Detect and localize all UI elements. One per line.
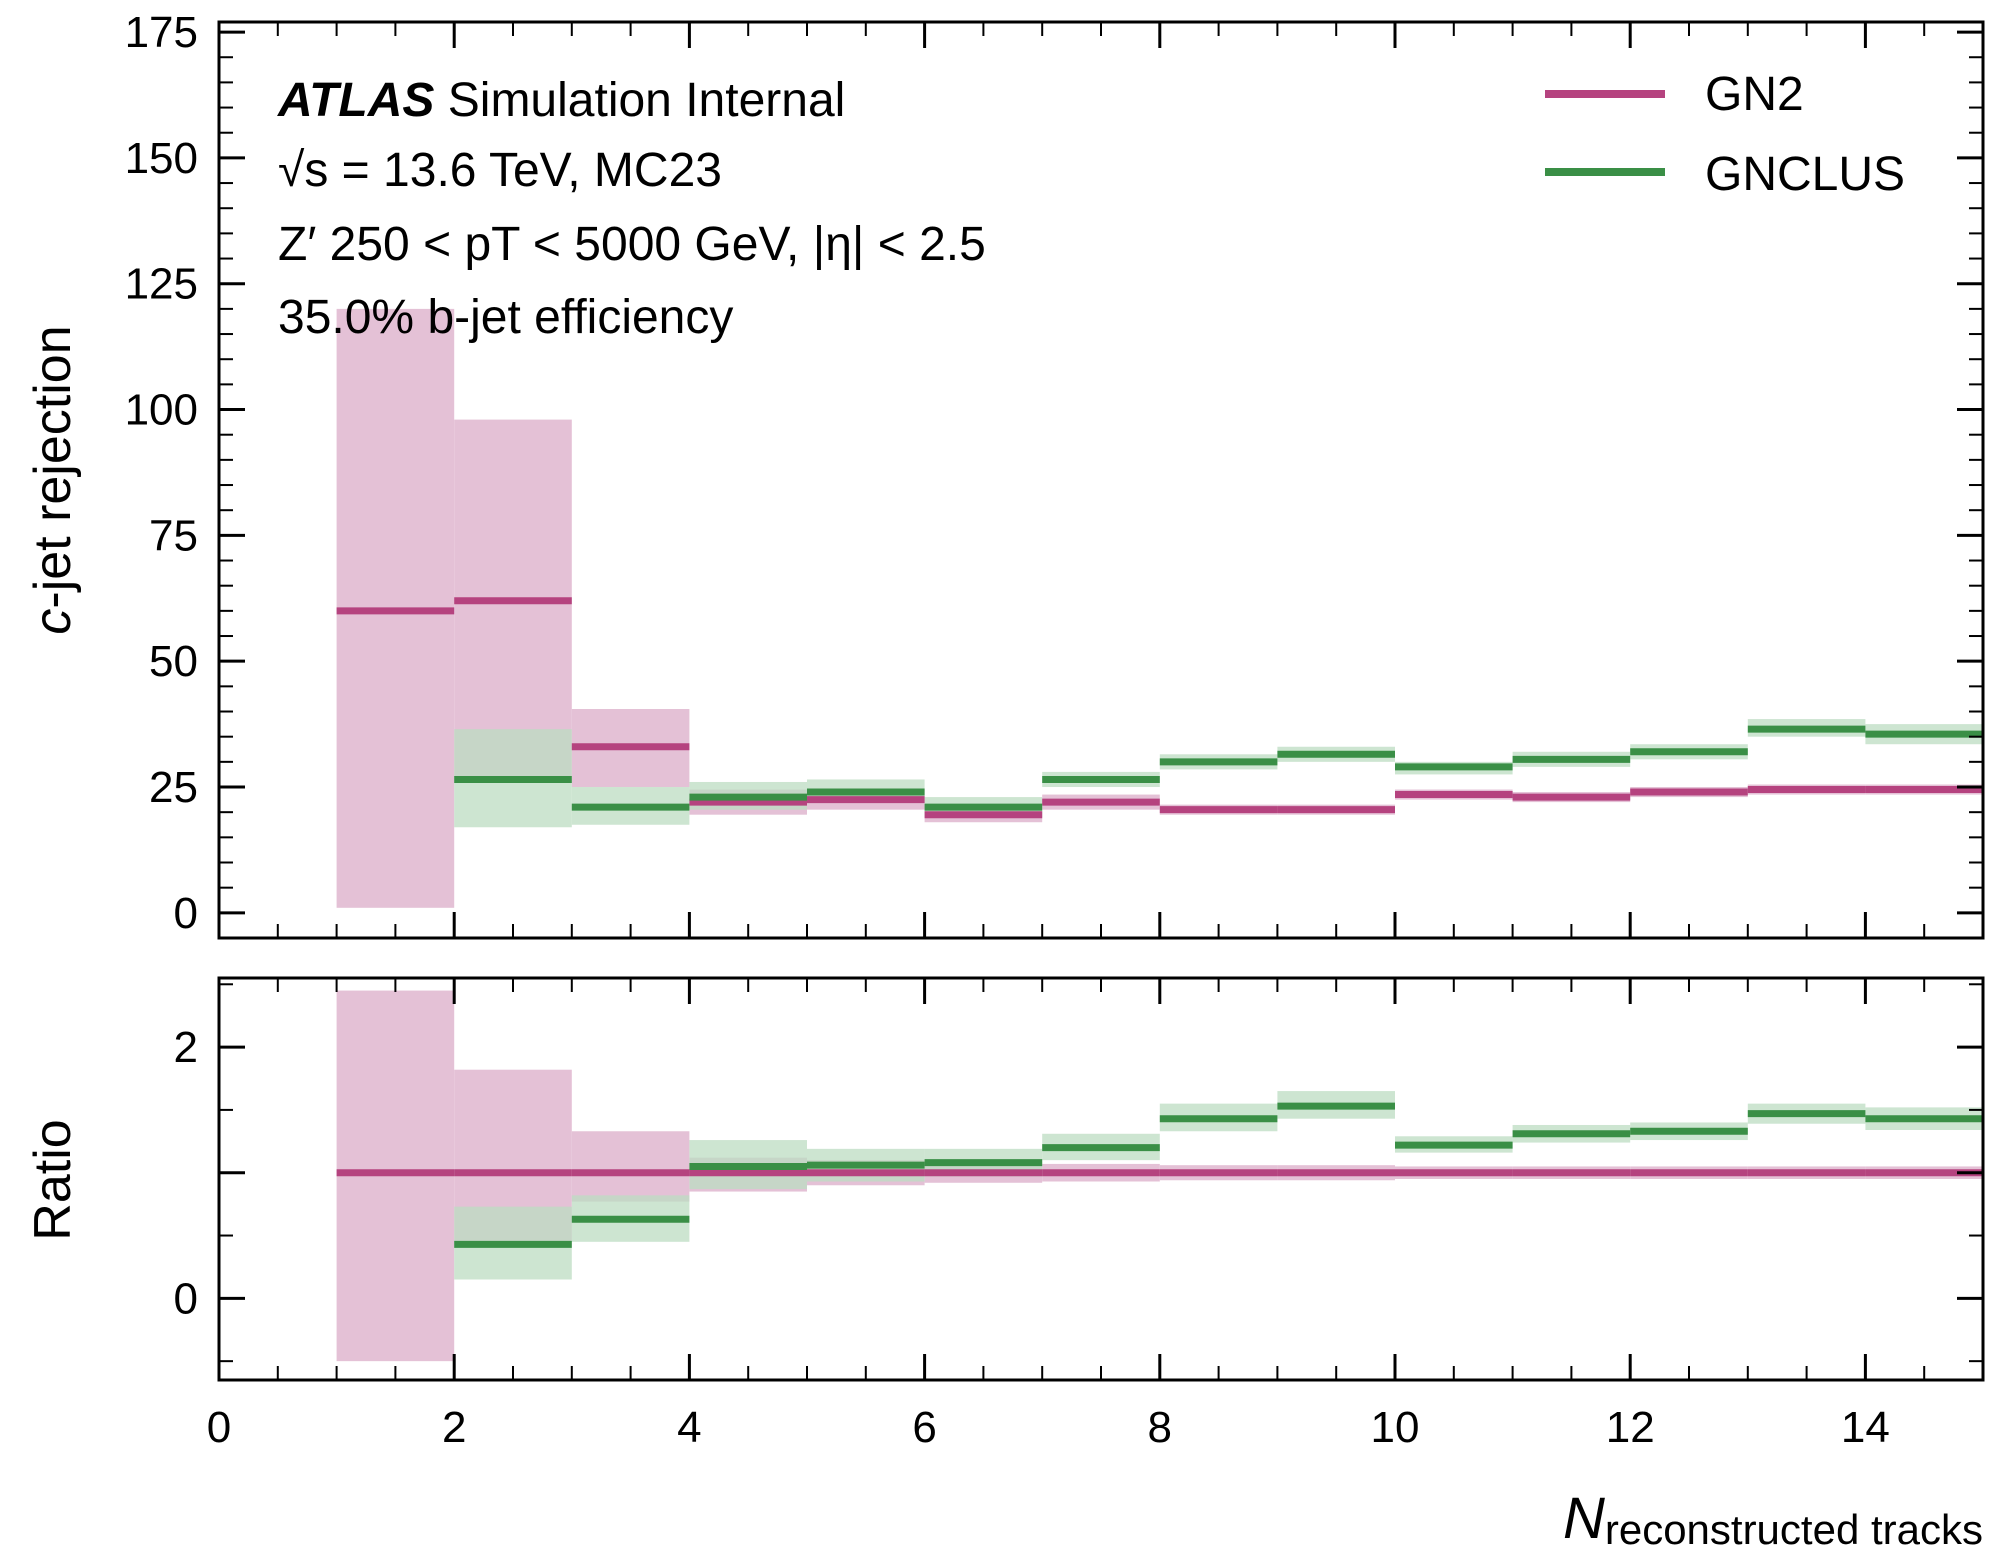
top-y-tick-label-100: 100: [125, 386, 198, 435]
ratio-panel-frame: [217, 976, 1985, 1382]
top-panel-bands: [336, 308, 1983, 908]
x-tick-label-6: 6: [912, 1403, 936, 1452]
x-tick-label-8: 8: [1148, 1403, 1172, 1452]
top-panel-frame: [217, 20, 1985, 940]
y-axis-title-rest: -jet rejection: [24, 325, 82, 608]
ratio-band-gn2-bin-3: [571, 1131, 690, 1202]
annotation-line-1: ATLAS Simulation Internal: [277, 74, 845, 127]
legend-label-gnclus: GNCLUS: [1705, 148, 1905, 201]
annotation-line-2: √s = 13.6 TeV, MC23: [278, 144, 722, 197]
top-y-tick-label-50: 50: [149, 637, 198, 686]
x-tick-label-10: 10: [1371, 1403, 1420, 1452]
atlas-label: ATLAS: [277, 74, 434, 127]
x-axis-title-main: N: [1563, 1486, 1605, 1551]
x-tick-label-0: 0: [207, 1403, 231, 1452]
x-tick-label-4: 4: [677, 1403, 701, 1452]
x-axis-title: Nreconstructed tracks: [1563, 1486, 1983, 1553]
axis-tick-labels: 0 2 4 6 8 10 12 14 0 25 50 75 100 125 150 175 0 2: [125, 8, 1890, 1452]
ratio-y-tick-label-2: 2: [174, 1023, 198, 1072]
x-axis-title-sub: reconstructed tracks: [1605, 1506, 1983, 1553]
top-y-tick-label-75: 75: [149, 511, 198, 560]
y-axis-title-italic: c: [24, 609, 82, 635]
x-tick-label-12: 12: [1606, 1403, 1655, 1452]
ratio-y-tick-label-0: 0: [174, 1274, 198, 1323]
top-y-tick-label-175: 175: [125, 8, 198, 57]
x-tick-label-14: 14: [1841, 1403, 1890, 1452]
ratio-panel-lines: [336, 1102, 1983, 1248]
top-panel-lines: [336, 597, 1983, 819]
axis-ticks: [217, 22, 1984, 1380]
simulation-internal-label: Simulation Internal: [434, 74, 845, 127]
top-y-tick-label-0: 0: [174, 889, 198, 938]
top-y-tick-label-150: 150: [125, 134, 198, 183]
top-y-axis-title: c-jet rejection: [24, 325, 82, 634]
ratio-y-axis-title: Ratio: [24, 1119, 82, 1240]
legend: GN2 GNCLUS: [1545, 68, 1905, 201]
x-tick-label-2: 2: [442, 1403, 466, 1452]
annotation-line-3: Z′ 250 < pT < 5000 GeV, |η| < 2.5: [278, 218, 986, 271]
top-y-tick-label-25: 25: [149, 763, 198, 812]
top-y-tick-label-125: 125: [125, 260, 198, 309]
legend-label-gn2: GN2: [1705, 68, 1804, 121]
annotation-line-4: 35.0% b-jet efficiency: [278, 291, 733, 344]
